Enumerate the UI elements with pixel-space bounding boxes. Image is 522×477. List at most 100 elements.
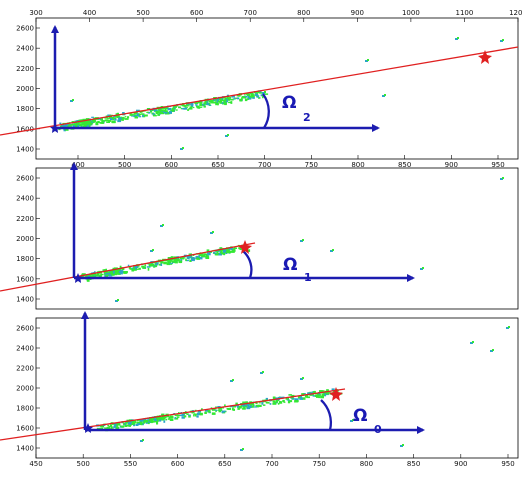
hit-pixel bbox=[133, 114, 137, 118]
hit-pixel bbox=[182, 147, 184, 149]
hit-pixel bbox=[264, 91, 266, 93]
hit-pixel bbox=[215, 253, 219, 256]
hit-pixel bbox=[352, 419, 354, 421]
hit-pixel bbox=[262, 92, 265, 94]
hit-pixel bbox=[196, 106, 199, 109]
hit-pixel bbox=[285, 397, 289, 400]
hit-pixel bbox=[247, 249, 251, 252]
hit-pixel bbox=[235, 402, 238, 406]
hit-pixel bbox=[215, 409, 218, 411]
hit-pixel bbox=[86, 118, 90, 120]
hit-pixel bbox=[262, 96, 264, 99]
hit-pixel bbox=[206, 249, 210, 252]
hit-pixel bbox=[167, 261, 172, 263]
hit-pixel bbox=[243, 406, 246, 409]
hit-pixel bbox=[272, 396, 276, 399]
hit-pixel bbox=[168, 417, 171, 419]
hit-pixel bbox=[163, 262, 167, 265]
hit-pixel bbox=[226, 96, 229, 98]
hit-pixel bbox=[80, 123, 84, 126]
hit-pixel bbox=[278, 396, 282, 399]
hit-pixel bbox=[218, 253, 222, 256]
hit-pixel bbox=[215, 103, 218, 106]
hit-pixel bbox=[212, 231, 214, 233]
hit-pixel bbox=[121, 425, 125, 428]
hit-pixel bbox=[178, 260, 183, 262]
hit-pixel bbox=[119, 272, 123, 275]
hit-pixel bbox=[91, 119, 95, 121]
hit-pixel bbox=[196, 415, 199, 418]
hit-pixel bbox=[217, 100, 222, 103]
hit-pixel bbox=[85, 275, 88, 277]
hit-pixel bbox=[95, 274, 99, 276]
hit-pixel bbox=[111, 120, 116, 124]
endpoint-star bbox=[329, 387, 343, 401]
hit-pixel bbox=[86, 122, 90, 125]
hit-pixel bbox=[162, 417, 166, 420]
hit-pixel bbox=[138, 267, 141, 270]
hit-pixel bbox=[500, 40, 503, 42]
hit-pixel bbox=[230, 380, 233, 382]
hit-pixel bbox=[149, 419, 153, 422]
hit-pixel bbox=[190, 102, 194, 106]
hit-pixel bbox=[282, 399, 285, 402]
hit-pixel bbox=[292, 398, 296, 400]
hit-pixel bbox=[129, 113, 133, 116]
hit-pixel bbox=[185, 258, 187, 261]
hit-pixel bbox=[170, 109, 174, 112]
hit-pixel bbox=[99, 121, 103, 124]
hit-pixel bbox=[238, 406, 242, 409]
left-axis-ticks: 2600 2400 2200 2000 1800 1600 1400 bbox=[16, 175, 40, 304]
hit-pixel bbox=[198, 411, 201, 413]
hit-pixel bbox=[144, 114, 147, 116]
hit-pixel bbox=[168, 259, 171, 262]
hit-pixel bbox=[59, 122, 62, 124]
hit-pixel bbox=[64, 123, 69, 127]
hit-pixel bbox=[220, 409, 223, 412]
tick-label: 2200 bbox=[16, 65, 34, 73]
hit-pixel bbox=[81, 121, 86, 124]
hit-pixel bbox=[420, 268, 423, 270]
hit-pixel bbox=[229, 96, 232, 99]
hit-pixel bbox=[131, 115, 134, 117]
hit-pixel bbox=[114, 115, 119, 118]
tick-label: 2000 bbox=[16, 385, 34, 393]
hit-pixel bbox=[120, 116, 125, 120]
hit-pixel bbox=[103, 271, 108, 274]
hit-pixel bbox=[197, 412, 201, 416]
hit-pixel bbox=[113, 270, 115, 274]
hit-pixel bbox=[238, 405, 242, 408]
hit-pixel bbox=[221, 252, 224, 255]
hit-pixel bbox=[332, 249, 334, 251]
tick-label: 750 bbox=[313, 460, 326, 468]
tick-label: 2600 bbox=[16, 25, 34, 33]
hit-pixel bbox=[71, 123, 75, 126]
hit-pixel bbox=[116, 423, 121, 426]
hit-pixel bbox=[171, 260, 175, 263]
angle-arc bbox=[320, 399, 333, 431]
hit-pixel bbox=[124, 116, 127, 118]
hit-pixel bbox=[114, 118, 117, 121]
tick-label: 850 bbox=[407, 460, 420, 468]
hit-pixel bbox=[60, 124, 64, 126]
hit-pixel bbox=[208, 104, 212, 106]
hit-pixel bbox=[170, 415, 174, 419]
hit-pixel bbox=[88, 274, 91, 278]
hit-pixel bbox=[87, 275, 90, 278]
hit-pixel bbox=[209, 100, 212, 103]
hit-pixel bbox=[157, 113, 160, 116]
hit-pixel bbox=[116, 115, 120, 119]
hit-pixel bbox=[107, 424, 110, 427]
hit-pixel bbox=[127, 116, 130, 119]
hit-pixel bbox=[83, 125, 86, 127]
hit-pixel bbox=[213, 97, 217, 98]
hit-pixel bbox=[140, 113, 145, 115]
hit-pixel bbox=[105, 274, 108, 278]
hit-pixel bbox=[160, 225, 163, 227]
hit-pixel bbox=[198, 256, 201, 259]
hit-pixel bbox=[153, 420, 157, 423]
hit-pixel bbox=[142, 418, 147, 421]
hit-pixel bbox=[221, 102, 224, 104]
hit-pixel bbox=[197, 101, 201, 104]
hit-pixel bbox=[75, 125, 79, 127]
